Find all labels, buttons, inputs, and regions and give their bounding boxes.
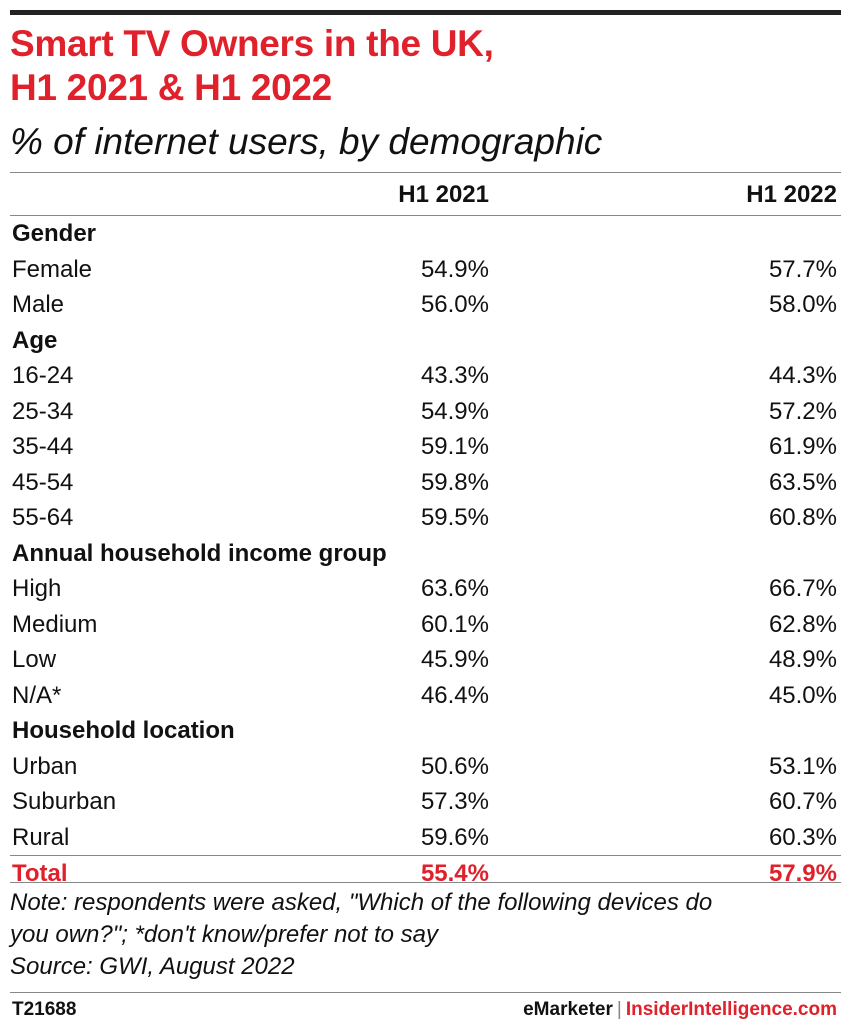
row-label: Female: [12, 255, 93, 283]
brand-emarketer: eMarketer: [523, 999, 613, 1020]
value-h1-2022: 57.2%: [768, 397, 837, 425]
value-h1-2022: 60.8%: [768, 504, 837, 531]
row-label: Suburban: [12, 788, 117, 815]
value-h1-2021: 46.4%: [420, 681, 489, 709]
table-row: 25-34 54.9% 57.2%: [10, 394, 841, 430]
table-row: 35-44 59.1% 61.9%: [10, 429, 841, 465]
table-group-row: Annual household income group: [10, 536, 841, 572]
value-h1-2021: 56.0%: [420, 291, 489, 318]
group-label: Age: [12, 326, 58, 354]
table-group-row: Gender: [10, 216, 841, 252]
value-h1-2021: 54.9%: [420, 397, 489, 425]
table-row: Male 56.0% 58.0%: [10, 287, 841, 323]
table-body: Gender Female 54.9% 57.7% Male 56.0% 58.0% Age 1…: [10, 216, 841, 892]
table-row: Urban 50.6% 53.1%: [10, 749, 841, 785]
row-label: 16-24: [12, 362, 74, 389]
row-label: 45-54: [12, 468, 74, 496]
row-label: Male: [12, 291, 65, 318]
brand-insider-intelligence: InsiderIntelligence.com: [625, 999, 837, 1020]
header-h1-2021: H1 2021: [398, 181, 489, 208]
brand-credit: eMarketer | InsiderIntelligence.com: [523, 999, 837, 1021]
table-row: Suburban 57.3% 60.7%: [10, 784, 841, 820]
row-label: High: [12, 575, 62, 602]
value-h1-2022: 60.7%: [768, 788, 837, 815]
value-h1-2022: 66.7%: [768, 575, 837, 602]
value-h1-2022: 62.8%: [768, 610, 837, 638]
value-h1-2021: 63.6%: [420, 575, 489, 602]
value-h1-2021: 54.9%: [420, 255, 489, 283]
data-table: H1 2021 H1 2022 Gender Female 54.9% 57.7% Ma…: [10, 172, 841, 892]
table-group-row: Household location: [10, 713, 841, 749]
title-line-1: Smart TV Owners in the UK,: [10, 23, 494, 64]
footer: T21688 eMarketer | InsiderIntelligence.com: [10, 992, 841, 1021]
note-line-1: Note: respondents were asked, "Which of …: [10, 889, 713, 916]
header-h1-2022: H1 2022: [746, 181, 837, 208]
row-label: 25-34: [12, 397, 74, 425]
value-h1-2021: 60.1%: [420, 610, 489, 638]
value-h1-2021: 43.3%: [420, 362, 489, 389]
notes-block: Note: respondents were asked, "Which of …: [10, 882, 841, 983]
value-h1-2022: 58.0%: [768, 291, 837, 318]
value-h1-2022: 45.0%: [768, 681, 837, 709]
table-row: Low 45.9% 48.9%: [10, 642, 841, 678]
row-label: Low: [12, 646, 57, 673]
table-row: High 63.6% 66.7%: [10, 571, 841, 607]
source-line: Source: GWI, August 2022: [10, 953, 295, 980]
value-h1-2021: 59.6%: [420, 823, 489, 851]
group-label: Gender: [12, 220, 97, 247]
group-label: Household location: [12, 717, 235, 744]
value-h1-2021: 57.3%: [420, 788, 489, 815]
table-header-row: H1 2021 H1 2022: [10, 173, 841, 216]
row-label: Medium: [12, 610, 98, 638]
value-h1-2022: 61.9%: [768, 433, 837, 460]
value-h1-2022: 53.1%: [768, 752, 837, 780]
row-label: 35-44: [12, 433, 74, 460]
row-label: Urban: [12, 752, 78, 780]
value-h1-2022: 44.3%: [768, 362, 837, 389]
row-label: Rural: [12, 823, 70, 851]
top-rule: [10, 10, 841, 15]
value-h1-2022: 63.5%: [768, 468, 837, 496]
row-label: N/A*: [12, 681, 62, 709]
group-label: Annual household income group: [12, 539, 387, 567]
value-h1-2021: 59.1%: [420, 433, 489, 460]
table-row: Female 54.9% 57.7%: [10, 252, 841, 288]
table-row: 45-54 59.8% 63.5%: [10, 465, 841, 501]
table-row: Rural 59.6% 60.3%: [10, 820, 841, 856]
table-row: N/A* 46.4% 45.0%: [10, 678, 841, 714]
title-line-2: H1 2021 & H1 2022: [10, 67, 332, 108]
chart-title: Smart TV Owners in the UK, H1 2021 & H1 …: [10, 22, 841, 110]
value-h1-2022: 57.7%: [768, 255, 837, 283]
value-h1-2021: 59.8%: [420, 468, 489, 496]
value-h1-2021: 59.5%: [420, 504, 489, 531]
table-row: 55-64 59.5% 60.8%: [10, 500, 841, 536]
value-h1-2022: 60.3%: [768, 823, 837, 851]
table-row: Medium 60.1% 62.8%: [10, 607, 841, 643]
brand-separator: |: [616, 999, 622, 1020]
note-line-2: you own?"; *don't know/prefer not to say: [10, 921, 439, 948]
value-h1-2022: 48.9%: [768, 646, 837, 673]
value-h1-2021: 50.6%: [420, 752, 489, 780]
table-group-row: Age: [10, 323, 841, 359]
table-row: 16-24 43.3% 44.3%: [10, 358, 841, 394]
chart-code: T21688: [12, 999, 77, 1020]
row-label: 55-64: [12, 504, 74, 531]
chart-subtitle: % of internet users, by demographic: [10, 121, 603, 162]
value-h1-2021: 45.9%: [420, 646, 489, 673]
